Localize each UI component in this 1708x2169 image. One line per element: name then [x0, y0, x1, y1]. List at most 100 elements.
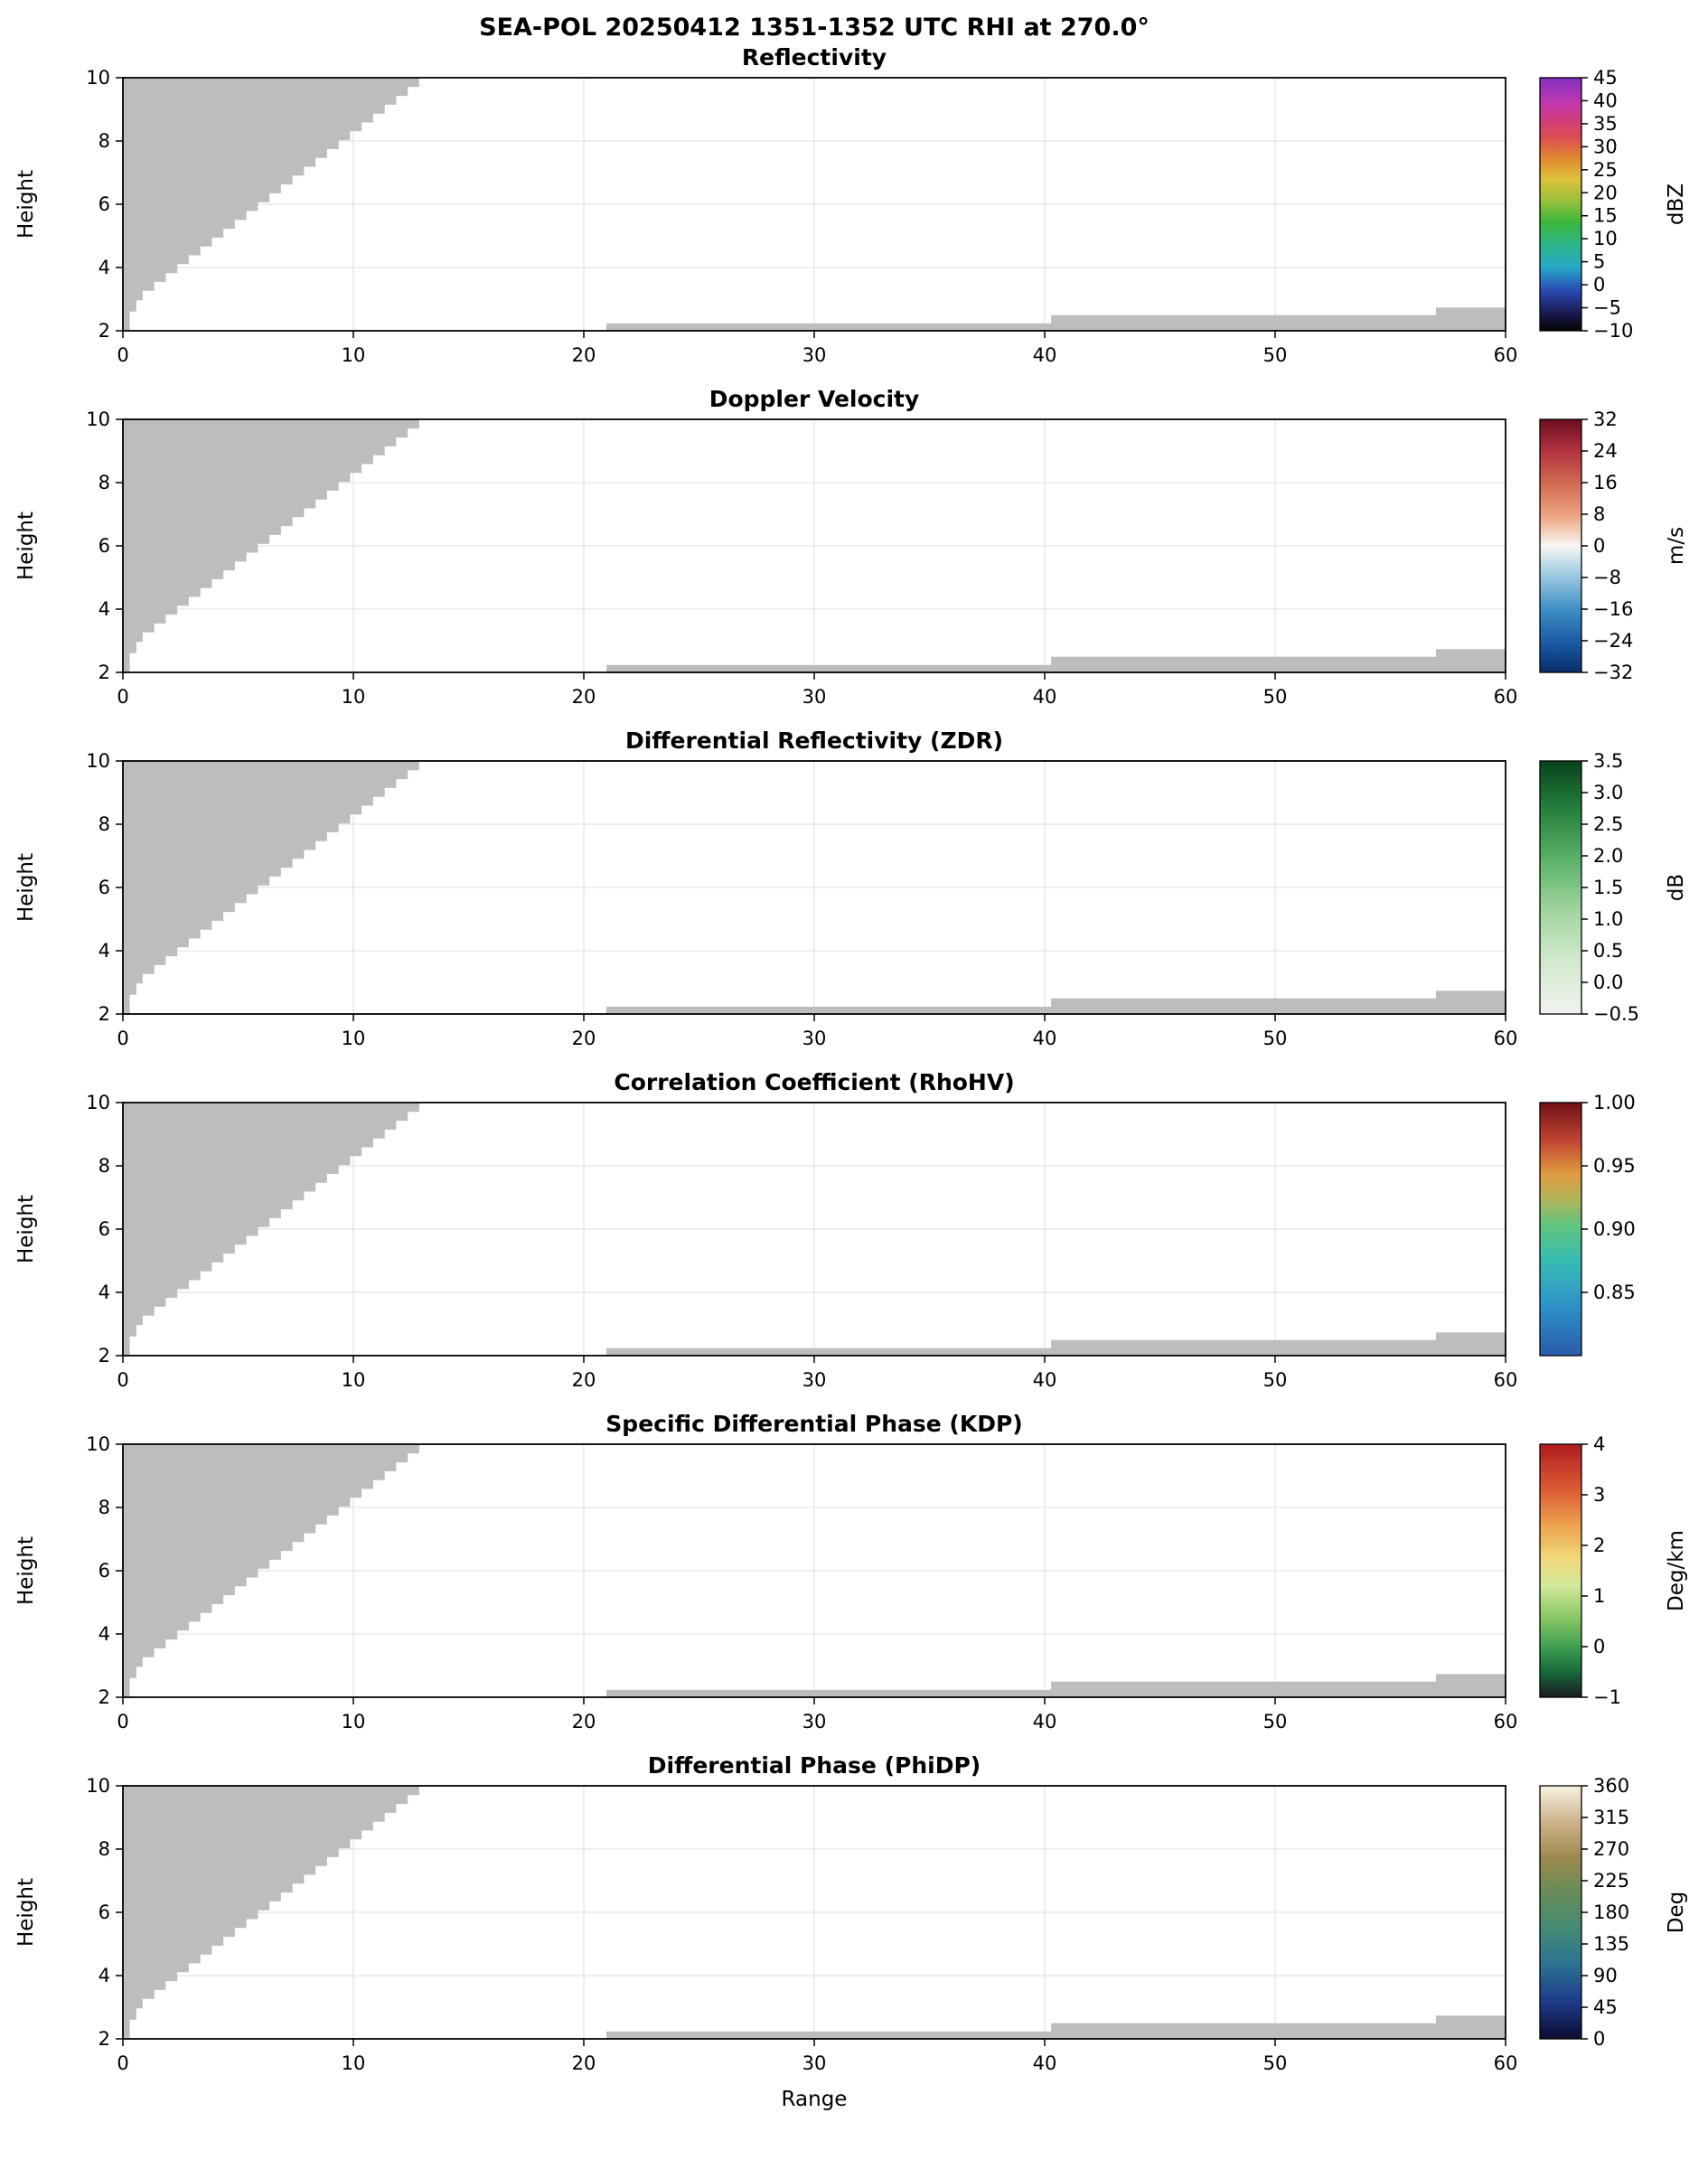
x-tick-label: 40 [1033, 2052, 1057, 2074]
x-tick-label: 50 [1263, 2052, 1288, 2074]
x-tick-label: 20 [572, 2052, 596, 2074]
y-tick-label: 4 [99, 1965, 110, 1986]
x-tick-label: 10 [342, 344, 366, 366]
masked-regions [122, 1785, 1506, 2040]
x-ticks: 0 10 20 30 40 50 60 [117, 2039, 1517, 2074]
low-level-strip [606, 1689, 1053, 1698]
masked-regions [122, 418, 1506, 673]
colorbar-tick-label: −10 [1593, 320, 1633, 342]
colorbar-tick-label: 0.0 [1593, 972, 1623, 993]
x-tick-label: 30 [802, 1028, 827, 1049]
x-tick-label: 0 [117, 344, 128, 366]
colorbar-tick-label: 0.90 [1593, 1218, 1636, 1240]
colorbar-tick-label: 1 [1593, 1585, 1605, 1607]
colorbar-unit-label: m/s [1665, 527, 1688, 565]
colorbar-ticks: 360 315 270 225 180 135 90 45 0 [1581, 1775, 1629, 2050]
masked-regions [122, 760, 1506, 1015]
gridlines [123, 1103, 1506, 1356]
y-tick-label: 4 [99, 598, 110, 620]
colorbar-tick-label: 270 [1593, 1838, 1629, 1860]
y-axis-label: Height [14, 512, 38, 580]
low-level-strip [1436, 991, 1506, 1015]
y-tick-label: 10 [86, 67, 110, 89]
colorbar-tick-label: 32 [1593, 408, 1618, 430]
y-tick-label: 2 [99, 320, 110, 342]
colorbar-tick-label: 3.0 [1593, 782, 1623, 803]
panel-title: Reflectivity [742, 44, 887, 70]
colorbar-tick-label: 2.5 [1593, 813, 1623, 835]
colorbar-tick-label: 30 [1593, 136, 1618, 157]
y-axis-label: Height [14, 1195, 38, 1263]
near-radar-wedge [122, 1785, 419, 2040]
y-axis-label: Height [14, 1536, 38, 1605]
panel-zdr: Differential Reflectivity (ZDR) 0 10 20 30 40… [5, 725, 1708, 1054]
x-tick-label: 60 [1494, 1028, 1518, 1049]
colorbar-ticks: 32 24 16 8 0 −8 −16 −24 −32 [1581, 408, 1633, 683]
colorbar-unit-label: dB [1665, 874, 1688, 901]
colorbar-tick-label: 45 [1593, 67, 1618, 89]
low-level-strip [606, 323, 1053, 332]
colorbar-unit-label: Deg [1665, 1892, 1688, 1933]
colorbar-tick-label: 0.95 [1593, 1155, 1636, 1177]
near-radar-wedge [122, 77, 419, 332]
panel-plot-phidp: Differential Phase (PhiDP)0 10 20 30 40 50 602… [14, 1752, 1688, 2074]
x-tick-label: 30 [802, 1711, 827, 1732]
gridlines [123, 1444, 1506, 1697]
x-tick-label: 0 [117, 1028, 128, 1049]
y-ticks: 2 4 6 8 10 [86, 1775, 123, 2050]
y-tick-label: 6 [99, 1901, 110, 1923]
colorbar-tick-label: 3 [1593, 1484, 1605, 1506]
y-tick-label: 8 [99, 472, 110, 493]
y-tick-label: 4 [99, 1623, 110, 1645]
y-tick-label: 2 [99, 1345, 110, 1366]
y-tick-label: 6 [99, 1218, 110, 1240]
colorbar-tick-label: 35 [1593, 113, 1618, 135]
low-level-strip [1436, 1332, 1506, 1357]
x-tick-label: 20 [572, 1369, 596, 1391]
colorbar [1539, 760, 1582, 1015]
colorbar [1539, 1443, 1582, 1698]
panel-title: Differential Phase (PhiDP) [648, 1752, 981, 1779]
x-tick-label: 50 [1263, 686, 1288, 708]
x-axis-label: Range [781, 2088, 848, 2111]
low-level-strip [1051, 656, 1438, 673]
colorbar-tick-label: −8 [1593, 567, 1621, 588]
y-ticks: 2 4 6 8 10 [86, 408, 123, 683]
gridlines [123, 78, 1506, 331]
panel-doppler-velocity: Doppler Velocity 0 10 20 30 40 50 60 2 4 6 8 10 Heigh… [5, 383, 1708, 712]
y-tick-label: 8 [99, 1838, 110, 1860]
low-level-strip [1051, 1339, 1438, 1357]
x-ticks: 0 10 20 30 40 50 60 [117, 331, 1517, 366]
colorbar-tick-label: 180 [1593, 1901, 1629, 1923]
colorbar [1539, 77, 1582, 332]
y-tick-label: 6 [99, 877, 110, 898]
panel-kdp: Specific Differential Phase (KDP) 0 10 20 30… [5, 1408, 1708, 1737]
y-axis-label: Height [14, 170, 38, 239]
colorbar-tick-label: 360 [1593, 1775, 1629, 1797]
colorbar-tick-label: 0 [1593, 535, 1605, 557]
low-level-strip [1051, 1681, 1438, 1698]
colorbar-tick-label: −32 [1593, 662, 1633, 683]
x-tick-label: 60 [1494, 1369, 1518, 1391]
panel-title: Correlation Coefficient (RhoHV) [614, 1069, 1014, 1095]
x-tick-label: 40 [1033, 686, 1057, 708]
x-tick-label: 50 [1263, 1711, 1288, 1732]
y-tick-label: 4 [99, 1282, 110, 1303]
colorbar-tick-label: 3.5 [1593, 750, 1623, 772]
y-tick-label: 10 [86, 1775, 110, 1797]
low-level-strip [1436, 1674, 1506, 1698]
x-tick-label: 20 [572, 1028, 596, 1049]
low-level-strip [606, 2031, 1053, 2040]
x-tick-label: 30 [802, 344, 827, 366]
colorbar-tick-label: 20 [1593, 182, 1618, 203]
y-tick-label: 10 [86, 1433, 110, 1455]
near-radar-wedge [122, 1102, 419, 1357]
x-tick-label: 20 [572, 344, 596, 366]
y-tick-label: 10 [86, 750, 110, 772]
low-level-strip [1436, 2015, 1506, 2040]
gridlines [123, 419, 1506, 672]
colorbar-tick-label: 15 [1593, 205, 1618, 227]
y-ticks: 2 4 6 8 10 [86, 1433, 123, 1708]
